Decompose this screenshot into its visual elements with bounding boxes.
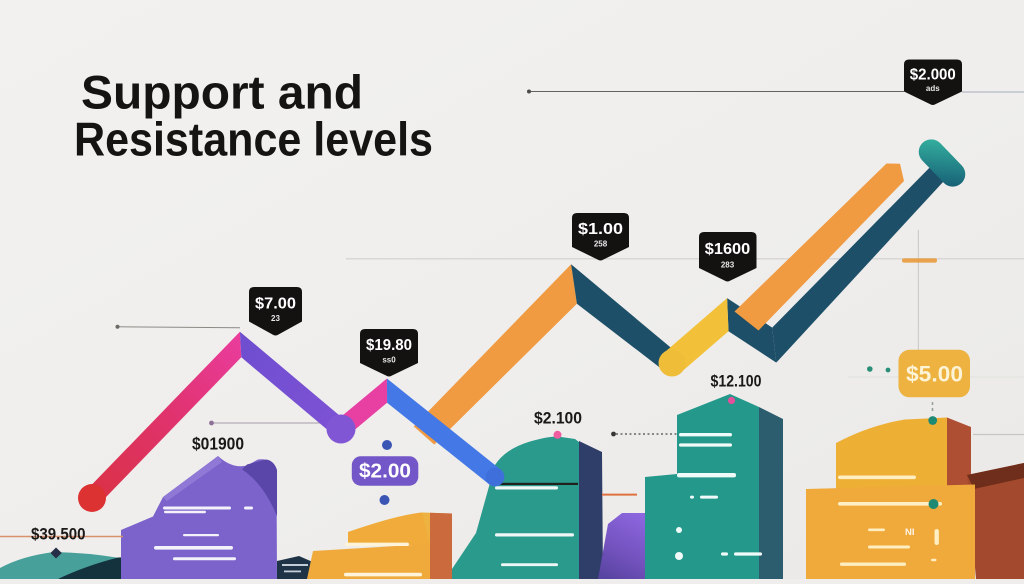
- svg-text:$5.00: $5.00: [906, 362, 963, 387]
- svg-text:ads: ads: [926, 84, 940, 93]
- svg-text:$1600: $1600: [705, 241, 751, 258]
- svg-text:$2.00: $2.00: [359, 461, 411, 483]
- svg-text:$12.100: $12.100: [711, 373, 762, 391]
- svg-text:ss0: ss0: [382, 356, 396, 365]
- svg-text:$19.80: $19.80: [366, 337, 412, 354]
- svg-text:258: 258: [594, 240, 608, 249]
- svg-text:23: 23: [271, 314, 280, 323]
- svg-text:$01900: $01900: [192, 434, 244, 454]
- svg-text:$1.00: $1.00: [578, 221, 623, 238]
- svg-text:$7.00: $7.00: [255, 295, 296, 312]
- svg-text:$39.500: $39.500: [31, 525, 86, 544]
- svg-text:NI: NI: [905, 527, 915, 538]
- svg-text:Support and: Support and: [81, 66, 363, 119]
- svg-text:283: 283: [721, 261, 735, 270]
- svg-text:$2.000: $2.000: [910, 67, 956, 84]
- svg-text:$2.100: $2.100: [534, 410, 582, 428]
- svg-text:Resistance levels: Resistance levels: [74, 113, 433, 166]
